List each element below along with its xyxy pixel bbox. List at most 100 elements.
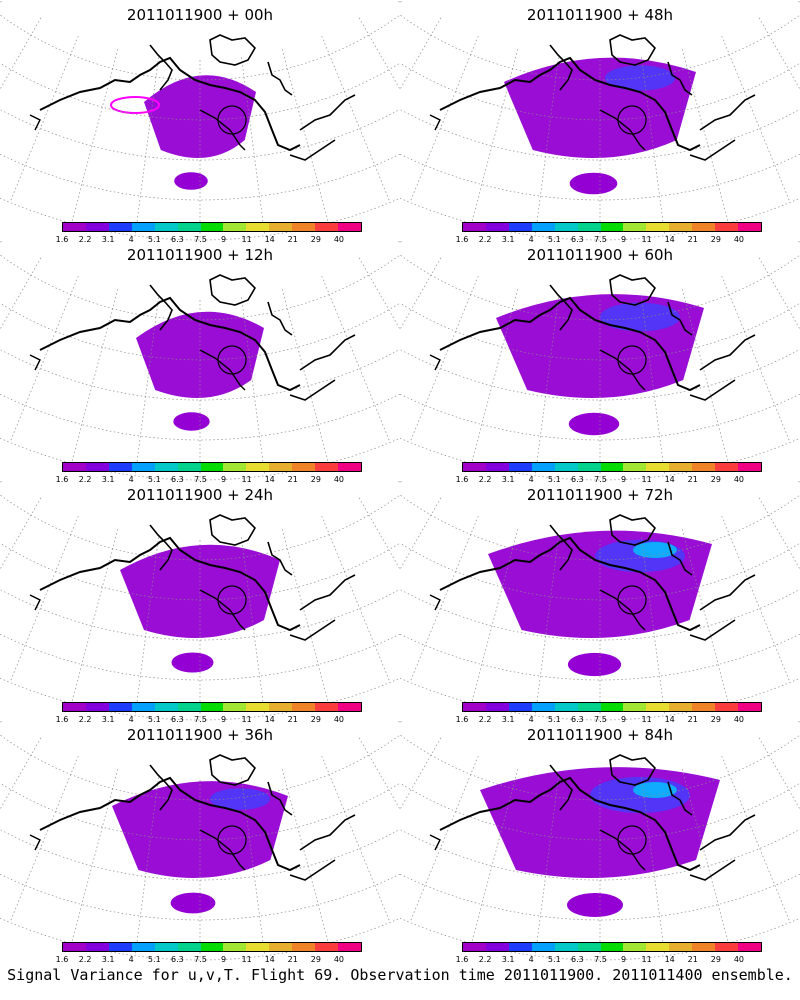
colorbar-tick-label: 3.1 bbox=[101, 955, 115, 964]
colorbar-swatch bbox=[85, 463, 109, 471]
colorbar-tick-label: 5.1 bbox=[147, 235, 161, 244]
colorbar-ticks: 1.6 2.2 3.1 4 5.1 6.3 7.5 9 11 14 21 29 40 bbox=[56, 715, 362, 727]
colorbar-swatch bbox=[715, 703, 739, 711]
graticule bbox=[400, 240, 800, 481]
colorbar-tick-label: 11 bbox=[241, 955, 252, 964]
colorbar-tick-label: 29 bbox=[710, 715, 721, 724]
colorbar-swatch bbox=[531, 463, 555, 471]
colorbar-tick-label: 6.3 bbox=[171, 475, 184, 484]
colorbar-swatch bbox=[485, 463, 509, 471]
panel-title: 2011011900 + 84h bbox=[526, 726, 674, 744]
colorbar-tick-label: 4 bbox=[128, 955, 134, 964]
colorbar-swatch bbox=[338, 223, 361, 231]
colorbar-tick-label: 29 bbox=[710, 955, 721, 964]
colorbar bbox=[462, 462, 762, 472]
colorbar-swatch bbox=[577, 943, 601, 951]
colorbar-swatch bbox=[577, 463, 601, 471]
colorbar-tick-label: 2.2 bbox=[78, 955, 92, 964]
colorbar-swatch bbox=[315, 223, 339, 231]
colorbar-tick-label: 21 bbox=[287, 715, 298, 724]
colorbar bbox=[462, 942, 762, 952]
colorbar-tick-label: 9 bbox=[220, 955, 227, 964]
colorbar-tick-label: 3.1 bbox=[101, 715, 115, 724]
colorbar-ticks: 1.6 2.2 3.1 4 5.1 6.3 7.5 9 11 14 21 29 40 bbox=[456, 955, 762, 967]
colorbar-tick-label: 5.1 bbox=[547, 715, 561, 724]
colorbar-swatch bbox=[315, 703, 339, 711]
colorbar-tick-label: 1.6 bbox=[455, 235, 469, 244]
colorbar-swatch bbox=[131, 463, 155, 471]
colorbar-swatch bbox=[600, 703, 624, 711]
colorbar-swatch bbox=[131, 703, 155, 711]
colorbar-tick-label: 6.3 bbox=[571, 475, 584, 484]
colorbar-swatch bbox=[108, 463, 132, 471]
colorbar-swatch bbox=[85, 223, 109, 231]
colorbar-tick-label: 40 bbox=[333, 475, 345, 484]
colorbar-swatch bbox=[600, 223, 624, 231]
colorbar-swatch bbox=[223, 223, 247, 231]
colorbar-tick-label: 7.5 bbox=[594, 955, 607, 964]
colorbar-tick-label: 40 bbox=[733, 235, 745, 244]
colorbar-swatch bbox=[715, 463, 739, 471]
colorbar-swatch bbox=[463, 703, 486, 711]
colorbar-tick-label: 21 bbox=[287, 955, 298, 964]
colorbar-tick-label: 1.6 bbox=[455, 955, 469, 964]
colorbar-tick-label: 4 bbox=[128, 715, 134, 724]
colorbar-tick-label: 5.1 bbox=[147, 715, 161, 724]
colorbar-tick-label: 29 bbox=[310, 715, 321, 724]
colorbar-tick-label: 14 bbox=[264, 235, 275, 244]
colorbar-swatch bbox=[315, 463, 339, 471]
colorbar-swatch bbox=[508, 223, 532, 231]
colorbar-tick-label: 4 bbox=[528, 955, 534, 964]
colorbar-ticks: 1.6 2.2 3.1 4 5.1 6.3 7.5 9 11 14 21 29 40 bbox=[456, 715, 762, 727]
colorbar-swatch bbox=[338, 703, 361, 711]
colorbar-ticks: 1.6 2.2 3.1 4 5.1 6.3 7.5 9 11 14 21 29 40 bbox=[456, 475, 762, 487]
colorbar-swatch bbox=[154, 943, 178, 951]
colorbar-swatch bbox=[669, 703, 693, 711]
colorbar-tick-label: 40 bbox=[733, 955, 745, 964]
colorbar-swatch bbox=[669, 943, 693, 951]
colorbar-tick-label: 14 bbox=[264, 715, 275, 724]
colorbar-swatch bbox=[508, 943, 532, 951]
colorbar-swatch bbox=[108, 943, 132, 951]
coastlines bbox=[29, 514, 356, 641]
colorbar-swatch bbox=[738, 943, 761, 951]
colorbar-tick-label: 11 bbox=[641, 475, 652, 484]
colorbar-swatch bbox=[292, 223, 316, 231]
colorbar-swatch bbox=[63, 943, 86, 951]
variance-shading bbox=[110, 75, 256, 190]
colorbar-tick-label: 1.6 bbox=[55, 715, 69, 724]
variance-shading bbox=[504, 57, 696, 195]
colorbar-swatch bbox=[669, 463, 693, 471]
colorbar-swatch bbox=[63, 223, 86, 231]
panel-title: 2011011900 + 60h bbox=[526, 246, 674, 264]
colorbar-swatch bbox=[600, 463, 624, 471]
colorbar-tick-label: 6.3 bbox=[571, 955, 584, 964]
map-panel-84h: 2011011900 + 84h 1.6 2.2 3.1 4 5.1 6.3 7.5 9 11 1… bbox=[400, 720, 800, 970]
colorbar-swatch bbox=[623, 223, 647, 231]
colorbar-tick-label: 2.2 bbox=[78, 715, 92, 724]
colorbar-swatch bbox=[646, 703, 670, 711]
variance-map bbox=[400, 480, 800, 721]
map-panel-36h: 2011011900 + 36h 1.6 2.2 3.1 4 5.1 6.3 7.5 9 11 1… bbox=[0, 720, 400, 970]
colorbar-tick-label: 11 bbox=[241, 235, 252, 244]
colorbar-swatch bbox=[715, 943, 739, 951]
colorbar-tick-label: 7.5 bbox=[594, 715, 607, 724]
colorbar-swatch bbox=[623, 463, 647, 471]
panel-title: 2011011900 + 12h bbox=[126, 246, 274, 264]
colorbar bbox=[62, 702, 362, 712]
colorbar-tick-label: 1.6 bbox=[55, 235, 69, 244]
colorbar-swatch bbox=[269, 943, 293, 951]
colorbar-swatch bbox=[200, 223, 224, 231]
colorbar-tick-label: 21 bbox=[687, 955, 698, 964]
colorbar-tick-label: 5.1 bbox=[547, 475, 561, 484]
colorbar-swatch bbox=[292, 463, 316, 471]
colorbar-swatch bbox=[246, 943, 270, 951]
colorbar-tick-label: 21 bbox=[287, 235, 298, 244]
colorbar-tick-label: 9 bbox=[620, 475, 627, 484]
colorbar-tick-label: 11 bbox=[241, 715, 252, 724]
colorbar-swatch bbox=[692, 463, 716, 471]
colorbar-tick-label: 1.6 bbox=[455, 475, 469, 484]
colorbar-swatch bbox=[177, 703, 201, 711]
colorbar-swatch bbox=[200, 703, 224, 711]
colorbar-swatch bbox=[554, 943, 578, 951]
